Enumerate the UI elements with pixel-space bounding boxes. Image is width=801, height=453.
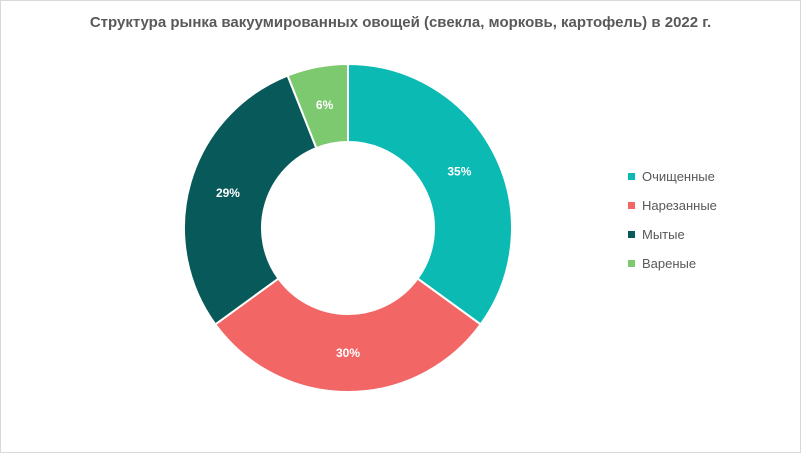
slice-label-1: 35% (447, 164, 471, 178)
legend: Очищенные Нарезанные Мытые Вареные (628, 162, 717, 278)
donut-slices (183, 62, 513, 393)
slice-labels: 35% 30% 29% 6% (216, 98, 472, 360)
legend-item-4: Вареные (628, 249, 717, 278)
legend-label: Нарезанные (642, 198, 717, 213)
legend-label: Вареные (642, 256, 697, 271)
chart-title: Структура рынка вакуумированных овощей (… (89, 14, 712, 31)
donut-slice-3 (183, 74, 318, 326)
slice-label-3: 29% (216, 186, 240, 200)
legend-swatch (628, 173, 635, 180)
legend-label: Мытые (642, 227, 685, 242)
donut-slice-4 (286, 62, 349, 150)
legend-item-2: Нарезанные (628, 191, 717, 220)
legend-item-3: Мытые (628, 220, 717, 249)
legend-item-1: Очищенные (628, 162, 717, 191)
donut-slice-1 (347, 62, 513, 326)
legend-swatch (628, 202, 635, 209)
legend-swatch (628, 231, 635, 238)
legend-label: Очищенные (642, 169, 715, 184)
legend-swatch (628, 260, 635, 267)
slice-label-4: 6% (316, 98, 334, 112)
slice-label-2: 30% (336, 346, 360, 360)
donut-slice-2 (213, 277, 483, 393)
